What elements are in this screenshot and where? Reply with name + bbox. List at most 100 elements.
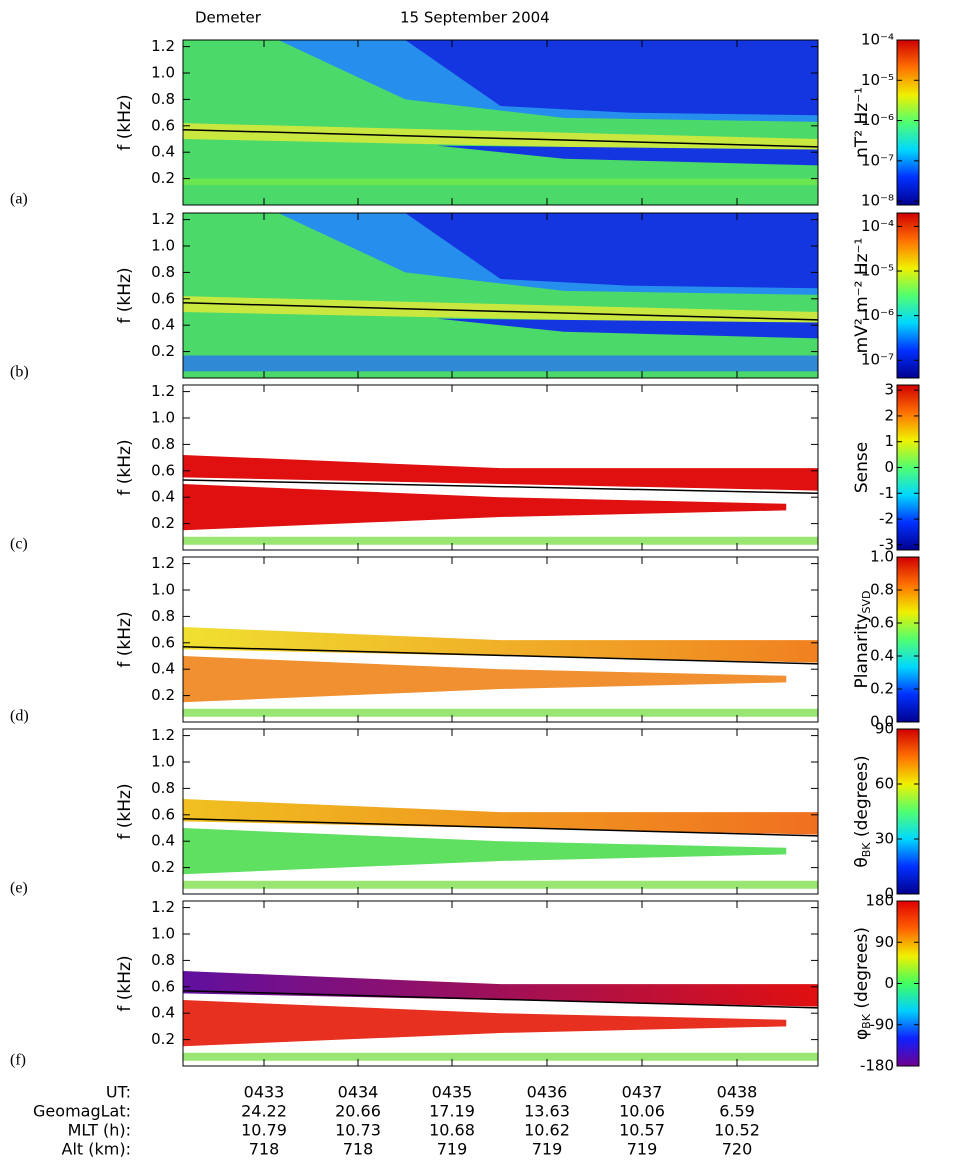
spacecraft-title: Demeter (195, 9, 262, 27)
time-row-value: 10.06 (619, 1102, 665, 1121)
y-axis-label: f (kHz) (115, 783, 135, 839)
colorbar-tick-label: 10⁻⁸ (861, 192, 894, 210)
time-row-label: Alt (km): (62, 1140, 131, 1159)
colorbar-tick-label: 0 (884, 974, 894, 992)
y-tick-label: 1.2 (151, 210, 175, 228)
y-tick-label: 0.4 (151, 488, 175, 506)
y-tick-label: 0.8 (151, 607, 175, 625)
time-row-label: MLT (h): (68, 1121, 131, 1140)
y-axis-label: f (kHz) (115, 94, 135, 150)
y-tick-label: 1.0 (151, 925, 175, 943)
curve (182, 646, 819, 665)
y-tick-label: 0.8 (151, 435, 175, 453)
colorbar-tick-label: -1 (879, 484, 894, 502)
time-row-value: 0433 (244, 1083, 285, 1102)
colorbar-label-sub: SVD (860, 590, 873, 613)
spectrogram-region (183, 798, 818, 835)
colorbar-tick-label: 10⁻⁶ (861, 306, 894, 324)
panel-frame (182, 384, 819, 551)
y-axis-label: f (kHz) (115, 611, 135, 667)
panel-frame (182, 212, 819, 379)
y-tick-label: 1.2 (151, 382, 175, 400)
panel-label: (e) (10, 880, 28, 897)
colorbar-tick-label: 10⁻⁷ (861, 351, 894, 369)
y-tick-label: 0.4 (151, 316, 175, 334)
colorbar-label-text: nT² Hz⁻¹ (852, 87, 872, 158)
y-tick-label: 1.2 (151, 726, 175, 744)
colorbar-tick-label: 10⁻⁶ (861, 111, 894, 129)
colorbar-label-text: φ (852, 1029, 872, 1040)
y-tick-label: 1.2 (151, 554, 175, 572)
colorbar (896, 728, 920, 895)
colorbar-tick-label: 30 (875, 830, 894, 848)
time-row-value: 10.73 (335, 1121, 381, 1140)
colorbar-tick-label: 0 (884, 885, 894, 903)
y-tick-label: 0.6 (151, 977, 175, 995)
colorbar-tick-label: -3 (879, 535, 894, 553)
y-tick-label: 0.4 (151, 832, 175, 850)
y-tick-label: 0.8 (151, 90, 175, 108)
colorbar-label: PlanaritySVD (852, 590, 873, 688)
y-tick-label: 0.2 (151, 858, 175, 876)
colorbar-tick-label: 10⁻⁵ (861, 71, 894, 89)
spectrogram-region (183, 213, 818, 378)
colorbar-tick-label: 0.8 (870, 581, 894, 599)
y-tick-label: 0.4 (151, 143, 175, 161)
colorbar-tick-label: -2 (879, 510, 894, 528)
colorbar-label-text: θ (852, 857, 872, 867)
colorbar-label-text: Sense (852, 442, 872, 493)
spectrogram-region (183, 40, 818, 205)
spectrogram-region (183, 970, 818, 1007)
spectrogram-region (183, 656, 787, 703)
colorbar-label: θBK (degrees) (852, 755, 873, 867)
colorbar-tick-label: 10⁻⁴ (861, 31, 894, 49)
colorbar-tick-label: 10⁻⁴ (861, 217, 894, 235)
colorbar-label: φBK (degrees) (852, 927, 873, 1040)
time-row-value: 0435 (432, 1083, 473, 1102)
time-row-label: UT: (106, 1083, 131, 1102)
y-tick-label: 0.2 (151, 514, 175, 532)
panel-frame (182, 556, 819, 723)
y-tick-label: 0.2 (151, 1030, 175, 1048)
colorbar-tick-label: 90 (875, 720, 894, 738)
spectrogram-region (183, 708, 818, 717)
colorbar-label: Sense (852, 442, 872, 493)
panel-label: (f) (10, 1052, 26, 1069)
y-tick-label: 0.4 (151, 660, 175, 678)
date-title: 15 September 2004 (400, 9, 550, 27)
y-tick-label: 0.6 (151, 805, 175, 823)
spectrogram-region (183, 626, 818, 663)
colorbar-tick-label: 1.0 (870, 548, 894, 566)
y-tick-label: 0.6 (151, 633, 175, 651)
y-tick-label: 1.2 (151, 37, 175, 55)
spectrogram-region (183, 536, 818, 545)
spectrogram-region (183, 1000, 787, 1047)
time-row-value: 718 (249, 1140, 280, 1159)
time-row-value: 10.57 (619, 1121, 665, 1140)
colorbar-tick-label: 0.0 (870, 713, 894, 731)
y-tick-label: 0.8 (151, 779, 175, 797)
panel-frame (182, 900, 819, 1067)
colorbar-label-after: (degrees) (852, 927, 872, 1014)
colorbar-tick-label: 0.6 (870, 614, 894, 632)
y-axis-label: f (kHz) (115, 955, 135, 1011)
time-row-value: 10.68 (429, 1121, 475, 1140)
colorbar-tick-label: 10⁻⁷ (861, 151, 894, 169)
colorbar-tick-label: 0 (884, 458, 894, 476)
colorbar-label-text: Planarity (852, 613, 872, 688)
y-tick-label: 1.0 (151, 753, 175, 771)
spectrogram-region (183, 880, 818, 889)
colorbar-tick-label: 90 (875, 933, 894, 951)
curve (182, 479, 819, 494)
time-row-value: 719 (627, 1140, 658, 1159)
colorbar-tick-label: 0.4 (870, 647, 894, 665)
colorbar-tick-label: 2 (884, 406, 894, 424)
y-tick-label: 0.4 (151, 1004, 175, 1022)
spectrogram-region (183, 178, 818, 186)
colorbar (896, 39, 920, 206)
colorbar-label-text: mV² m⁻² Hz⁻¹ (852, 238, 872, 354)
y-tick-label: 0.6 (151, 461, 175, 479)
colorbar (896, 556, 920, 723)
colorbar-tick-label: 60 (875, 775, 894, 793)
